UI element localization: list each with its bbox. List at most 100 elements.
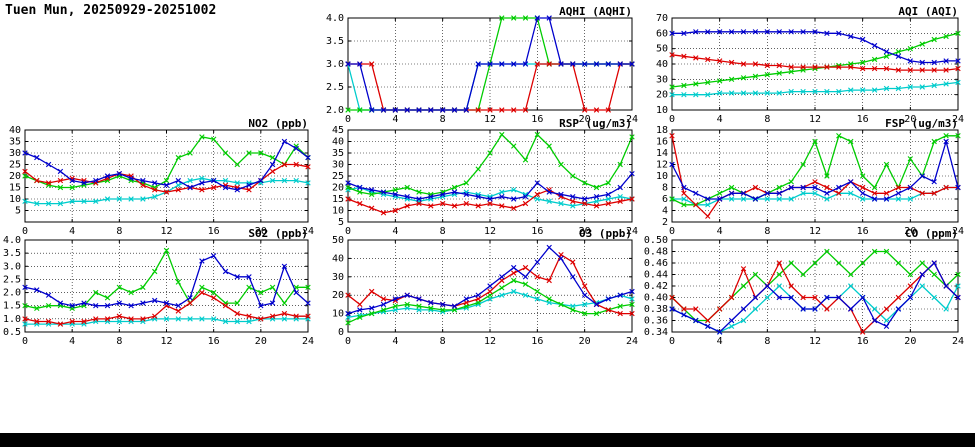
svg-text:20: 20 xyxy=(332,183,344,194)
svg-text:18: 18 xyxy=(656,125,668,136)
svg-text:16: 16 xyxy=(208,336,220,347)
co-markers-blue xyxy=(669,260,961,335)
svg-text:0: 0 xyxy=(669,114,675,125)
svg-text:3.0: 3.0 xyxy=(3,261,21,272)
svg-text:10: 10 xyxy=(656,105,668,116)
svg-text:0.50: 0.50 xyxy=(644,235,668,246)
svg-text:24: 24 xyxy=(302,226,314,237)
no2-markers-blue xyxy=(22,138,311,193)
svg-text:24: 24 xyxy=(626,336,638,347)
svg-text:4: 4 xyxy=(717,114,723,125)
svg-text:4: 4 xyxy=(392,226,398,237)
svg-text:3.5: 3.5 xyxy=(326,36,344,47)
aqi-chart: AQI (AQI) 10 20 30 40 50 60 70 0 4 8 12 16 20 24 xyxy=(642,5,968,128)
svg-text:12: 12 xyxy=(809,114,821,125)
svg-text:24: 24 xyxy=(302,336,314,347)
svg-text:35: 35 xyxy=(332,148,344,159)
svg-text:25: 25 xyxy=(9,160,21,171)
svg-text:2.5: 2.5 xyxy=(3,274,21,285)
svg-text:50: 50 xyxy=(656,44,668,55)
svg-text:4: 4 xyxy=(717,226,723,237)
svg-text:0.34: 0.34 xyxy=(644,327,668,338)
svg-text:24: 24 xyxy=(952,114,964,125)
svg-text:20: 20 xyxy=(255,336,267,347)
svg-text:24: 24 xyxy=(952,226,964,237)
svg-text:0: 0 xyxy=(669,336,675,347)
aqhi-markers-blue xyxy=(345,15,635,113)
svg-text:0.38: 0.38 xyxy=(644,304,668,315)
fsp-chart: FSP (ug/m3) 2 4 6 8 10 12 14 16 18 0 4 8 12 16 20 24 xyxy=(642,117,968,240)
svg-text:1.0: 1.0 xyxy=(3,314,21,325)
svg-text:30: 30 xyxy=(332,272,344,283)
so2-markers-cyan xyxy=(22,316,311,327)
co-chart: CO (ppm) 0.34 0.36 0.38 0.40 0.42 0.44 0.46 0.48… xyxy=(642,227,968,350)
footer-bar xyxy=(0,433,975,447)
svg-text:12: 12 xyxy=(809,226,821,237)
svg-text:4: 4 xyxy=(392,336,398,347)
fsp-markers-blue xyxy=(669,138,961,202)
svg-text:35: 35 xyxy=(9,137,21,148)
svg-text:4.0: 4.0 xyxy=(3,235,21,246)
svg-text:12: 12 xyxy=(484,226,496,237)
svg-text:40: 40 xyxy=(9,125,21,136)
svg-text:20: 20 xyxy=(904,226,916,237)
svg-text:0.46: 0.46 xyxy=(644,258,668,269)
svg-text:0.48: 0.48 xyxy=(644,247,668,258)
svg-text:70: 70 xyxy=(656,13,668,24)
svg-text:45: 45 xyxy=(332,125,344,136)
svg-text:40: 40 xyxy=(656,59,668,70)
svg-text:2.0: 2.0 xyxy=(326,105,344,116)
fsp-chart-title: FSP (ug/m3) xyxy=(885,118,958,130)
svg-text:24: 24 xyxy=(952,336,964,347)
svg-text:0.5: 0.5 xyxy=(3,327,21,338)
svg-text:12: 12 xyxy=(160,336,172,347)
svg-text:15: 15 xyxy=(332,194,344,205)
svg-text:0: 0 xyxy=(338,327,344,338)
svg-text:30: 30 xyxy=(656,74,668,85)
svg-text:40: 40 xyxy=(332,253,344,264)
svg-text:24: 24 xyxy=(626,226,638,237)
svg-text:12: 12 xyxy=(484,114,496,125)
svg-text:16: 16 xyxy=(857,114,869,125)
svg-text:14: 14 xyxy=(656,148,668,159)
svg-text:16: 16 xyxy=(531,226,543,237)
so2-series-blue xyxy=(24,254,309,307)
svg-text:0.44: 0.44 xyxy=(644,270,668,281)
svg-text:4: 4 xyxy=(662,206,668,217)
aqi-markers-blue xyxy=(669,29,961,66)
svg-text:0: 0 xyxy=(345,226,351,237)
aqi-chart-title: AQI (AQI) xyxy=(898,6,958,18)
svg-text:12: 12 xyxy=(484,336,496,347)
svg-text:20: 20 xyxy=(9,171,21,182)
svg-text:0: 0 xyxy=(345,114,351,125)
svg-text:5: 5 xyxy=(15,206,21,217)
svg-text:2.5: 2.5 xyxy=(326,82,344,93)
aqhi-chart: AQHI (AQHI) 2.0 2.5 3.0 3.5 4.0 0 4 8 12 16 20 24 xyxy=(318,5,642,128)
so2-chart: SO2 (ppb) 0.5 1.0 1.5 2.0 2.5 3.0 3.5 4.0 0 4 8 12 16… xyxy=(0,227,318,350)
svg-text:1.5: 1.5 xyxy=(3,301,21,312)
no2-chart: NO2 (ppb) 5 10 15 20 25 30 35 40 0 4 8 12 16 20 24 xyxy=(0,117,318,240)
aqhi-chart-title: AQHI (AQHI) xyxy=(559,6,632,18)
svg-text:12: 12 xyxy=(809,336,821,347)
svg-text:20: 20 xyxy=(579,114,591,125)
svg-text:15: 15 xyxy=(9,183,21,194)
no2-chart-title: NO2 (ppb) xyxy=(248,118,308,130)
svg-text:2: 2 xyxy=(662,217,668,228)
o3-chart: O3 (ppb) 0 10 20 30 40 50 0 4 8 12 16 20 24 xyxy=(318,227,642,350)
svg-text:20: 20 xyxy=(579,336,591,347)
o3-markers-blue xyxy=(345,244,635,317)
svg-text:8: 8 xyxy=(440,226,446,237)
svg-text:8: 8 xyxy=(440,336,446,347)
svg-text:0.40: 0.40 xyxy=(644,293,668,304)
svg-text:20: 20 xyxy=(904,114,916,125)
svg-text:0: 0 xyxy=(669,226,675,237)
so2-markers-green xyxy=(22,247,311,311)
rsp-markers-blue xyxy=(345,171,635,202)
co-chart-title: CO (ppm) xyxy=(905,228,958,240)
so2-markers-red xyxy=(22,289,311,327)
rsp-markers-red xyxy=(345,187,635,216)
svg-text:5: 5 xyxy=(338,217,344,228)
svg-text:25: 25 xyxy=(332,171,344,182)
svg-text:4: 4 xyxy=(392,114,398,125)
